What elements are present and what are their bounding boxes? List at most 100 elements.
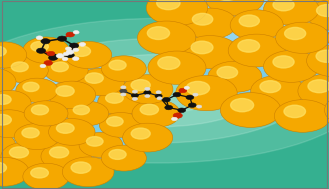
Circle shape <box>52 62 68 72</box>
Ellipse shape <box>0 19 329 163</box>
Circle shape <box>57 36 66 41</box>
Circle shape <box>0 115 11 125</box>
Circle shape <box>0 95 11 104</box>
Circle shape <box>49 55 58 60</box>
Circle shape <box>123 123 173 152</box>
Circle shape <box>251 75 305 107</box>
Circle shape <box>87 137 103 146</box>
Circle shape <box>107 117 123 126</box>
Circle shape <box>14 123 60 149</box>
Circle shape <box>31 168 48 178</box>
Circle shape <box>193 93 198 96</box>
Circle shape <box>192 13 213 25</box>
Circle shape <box>173 113 182 118</box>
Circle shape <box>66 32 74 37</box>
Circle shape <box>194 0 324 50</box>
Circle shape <box>196 105 202 108</box>
Circle shape <box>0 47 161 180</box>
Circle shape <box>44 58 88 83</box>
Circle shape <box>121 93 126 96</box>
Circle shape <box>327 22 329 53</box>
Circle shape <box>186 95 194 100</box>
Circle shape <box>31 41 48 52</box>
Circle shape <box>239 15 259 27</box>
Circle shape <box>140 104 159 115</box>
Circle shape <box>216 0 238 1</box>
Circle shape <box>50 147 69 158</box>
Ellipse shape <box>93 68 222 113</box>
Circle shape <box>69 43 79 48</box>
Circle shape <box>65 53 74 58</box>
Circle shape <box>98 89 144 115</box>
Circle shape <box>73 105 89 115</box>
Circle shape <box>276 22 329 53</box>
Circle shape <box>56 86 74 96</box>
Circle shape <box>298 74 329 108</box>
Circle shape <box>316 5 329 16</box>
Circle shape <box>41 39 50 44</box>
Circle shape <box>79 43 86 46</box>
Circle shape <box>47 51 55 56</box>
Circle shape <box>176 75 237 111</box>
Circle shape <box>297 0 329 2</box>
Ellipse shape <box>8 39 308 143</box>
Circle shape <box>273 0 294 11</box>
Circle shape <box>146 0 208 26</box>
Circle shape <box>230 10 283 40</box>
Circle shape <box>37 48 46 53</box>
Circle shape <box>144 91 151 95</box>
Circle shape <box>63 52 69 56</box>
Circle shape <box>131 128 150 139</box>
Circle shape <box>307 0 329 30</box>
Circle shape <box>120 89 127 93</box>
Circle shape <box>36 36 43 40</box>
Circle shape <box>324 93 329 127</box>
Circle shape <box>206 0 264 15</box>
Circle shape <box>171 117 177 121</box>
Circle shape <box>273 56 294 68</box>
Circle shape <box>1 142 51 171</box>
Circle shape <box>40 64 46 68</box>
Circle shape <box>186 81 210 95</box>
Circle shape <box>148 51 206 84</box>
Circle shape <box>184 86 190 89</box>
Circle shape <box>48 81 96 109</box>
Circle shape <box>56 53 64 58</box>
Circle shape <box>274 100 329 132</box>
Circle shape <box>179 88 187 93</box>
Circle shape <box>41 142 91 171</box>
Circle shape <box>72 57 79 60</box>
Circle shape <box>121 86 126 89</box>
Circle shape <box>10 147 29 158</box>
Circle shape <box>77 68 125 96</box>
Circle shape <box>0 42 27 68</box>
Circle shape <box>0 68 16 96</box>
Circle shape <box>0 90 31 116</box>
Circle shape <box>11 62 28 72</box>
Circle shape <box>49 119 95 145</box>
Circle shape <box>145 94 150 98</box>
Circle shape <box>147 27 169 40</box>
Circle shape <box>231 98 254 112</box>
Circle shape <box>109 60 126 70</box>
Circle shape <box>131 80 150 91</box>
Circle shape <box>0 131 15 159</box>
Circle shape <box>99 112 142 137</box>
Circle shape <box>73 31 79 34</box>
Circle shape <box>220 93 281 127</box>
Circle shape <box>307 45 329 77</box>
Circle shape <box>66 50 74 54</box>
Circle shape <box>158 57 180 69</box>
Circle shape <box>191 41 213 54</box>
Circle shape <box>188 103 196 107</box>
Circle shape <box>66 101 109 126</box>
Circle shape <box>173 92 181 97</box>
Circle shape <box>132 100 180 127</box>
Circle shape <box>178 108 186 112</box>
Circle shape <box>316 50 329 62</box>
Circle shape <box>44 60 53 65</box>
Circle shape <box>163 98 170 102</box>
Circle shape <box>132 90 138 93</box>
Circle shape <box>0 110 33 138</box>
Circle shape <box>157 97 162 100</box>
